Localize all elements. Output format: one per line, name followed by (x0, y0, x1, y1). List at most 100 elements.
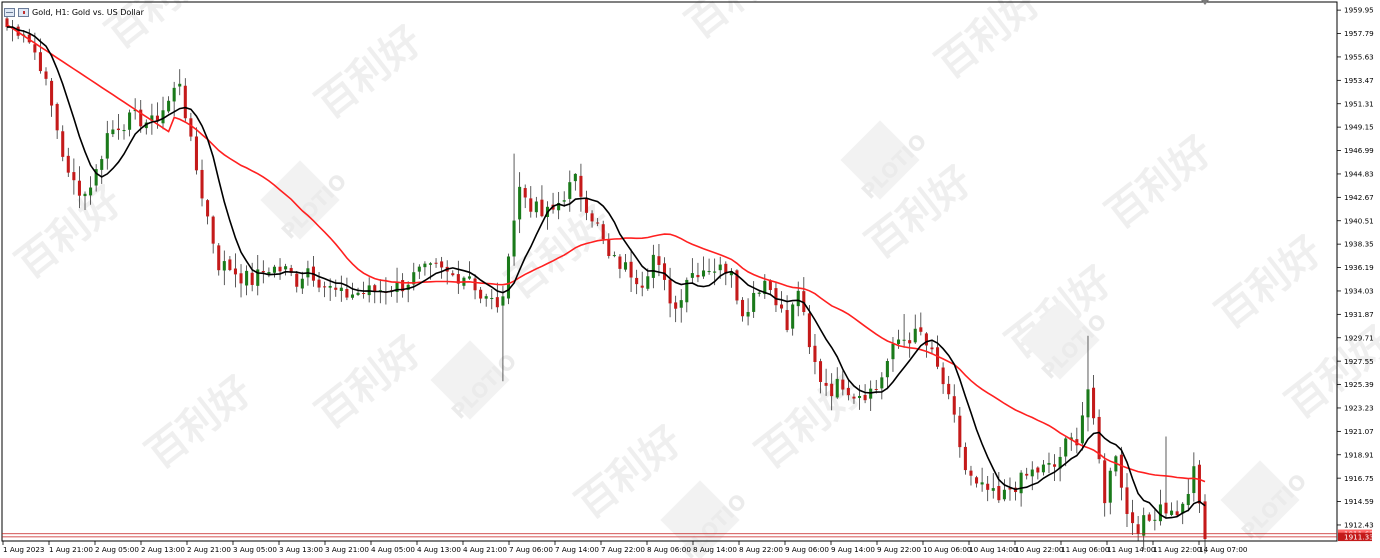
candle-body (150, 115, 154, 121)
x-tick-label: 2 Aug 13:00 (141, 545, 185, 554)
candle-body (128, 112, 132, 130)
candle-body (857, 395, 862, 398)
watermark-logo (260, 160, 340, 240)
candle (1170, 502, 1174, 517)
y-tick-label: 1914.59 (1344, 497, 1374, 506)
candle-body (506, 256, 511, 299)
watermark-text: 百利好 (8, 178, 131, 288)
candle-body (105, 133, 109, 159)
candle-body (629, 261, 633, 278)
candle-body (657, 256, 661, 265)
candle-body (1041, 464, 1045, 473)
candle-body (295, 273, 299, 287)
candle-body (467, 276, 472, 279)
watermark-text: 百利好 (1098, 128, 1221, 238)
candle (423, 261, 427, 276)
candle (880, 372, 884, 400)
candle-body (947, 383, 951, 395)
candle (936, 335, 940, 370)
chart-type-icon[interactable] (18, 7, 29, 17)
candle-body (317, 279, 321, 288)
watermark-text: 百利好 (928, 0, 1051, 88)
candle-body (189, 118, 193, 137)
candle-body (1147, 514, 1151, 521)
candle-body (568, 182, 572, 199)
candle-body (757, 292, 761, 294)
candle (189, 112, 193, 142)
window-menu-icon[interactable] (4, 7, 15, 17)
candle (991, 473, 995, 499)
candle-body (969, 470, 973, 476)
candle (284, 263, 288, 276)
candle-body (116, 128, 120, 131)
candle (796, 281, 800, 317)
candle (596, 218, 600, 227)
candle-body (635, 277, 639, 285)
candle (534, 196, 538, 218)
candle (975, 475, 979, 488)
candle (523, 184, 527, 209)
candle-body (852, 396, 856, 399)
candle-body (1192, 466, 1196, 494)
candle-body (55, 104, 59, 131)
candle-body (1036, 467, 1040, 473)
y-tick-label: 1940.51 (1344, 216, 1374, 225)
candle-body (1025, 473, 1029, 476)
candle-body (479, 289, 483, 299)
candle (679, 289, 683, 323)
x-tick-label: 4 Aug 05:00 (371, 545, 415, 554)
candle-body (779, 304, 784, 309)
candle-body (250, 272, 254, 285)
candle (512, 153, 516, 266)
candle-body (997, 486, 1001, 501)
candle (584, 190, 589, 221)
candle (952, 384, 956, 423)
candle-body (796, 290, 800, 307)
candle-body (284, 266, 288, 270)
candle (261, 260, 265, 284)
candle-body (111, 129, 115, 135)
candle-body (323, 286, 327, 288)
candle-body (1058, 456, 1062, 469)
candle-body (395, 281, 399, 292)
candle (233, 253, 237, 288)
candle (323, 281, 327, 298)
candle (44, 67, 48, 86)
candle (857, 384, 862, 410)
candle (835, 367, 839, 399)
candle (367, 277, 371, 303)
candle-body (768, 280, 772, 291)
candle (963, 442, 967, 475)
candle-body (139, 109, 143, 127)
candle (451, 270, 455, 277)
candle (111, 120, 115, 138)
candle (1075, 427, 1079, 454)
candle-body (451, 273, 455, 276)
x-tick-label: 9 Aug 14:00 (831, 545, 875, 554)
candle-body (891, 343, 895, 360)
candle-body (1097, 416, 1101, 460)
candle-body (818, 361, 823, 382)
candle-body (1175, 511, 1179, 516)
candle (484, 293, 488, 307)
candle (1041, 460, 1045, 476)
candle-body (334, 287, 338, 290)
candle (1002, 479, 1006, 502)
candle (629, 248, 633, 293)
candle (217, 243, 221, 276)
candle (701, 256, 706, 279)
candle (651, 244, 655, 289)
candle-body (740, 299, 745, 317)
price-axis[interactable]: 1959.95 1957.79 1955.63 1953.47 1951.31 1949.… (1337, 6, 1374, 530)
y-tick-label: 1918.91 (1344, 450, 1374, 459)
collapse-arrow-icon[interactable] (1201, 0, 1209, 5)
time-axis[interactable]: 1 Aug 2023 1 Aug 21:00 2 Aug 05:00 2 Aug 13… (2, 541, 1248, 554)
candle-body (345, 289, 349, 298)
candle-body (77, 180, 81, 196)
candle (473, 274, 477, 300)
candle-body (1186, 493, 1190, 506)
candle-body (813, 345, 817, 362)
candle (161, 96, 165, 130)
candle (696, 262, 700, 283)
